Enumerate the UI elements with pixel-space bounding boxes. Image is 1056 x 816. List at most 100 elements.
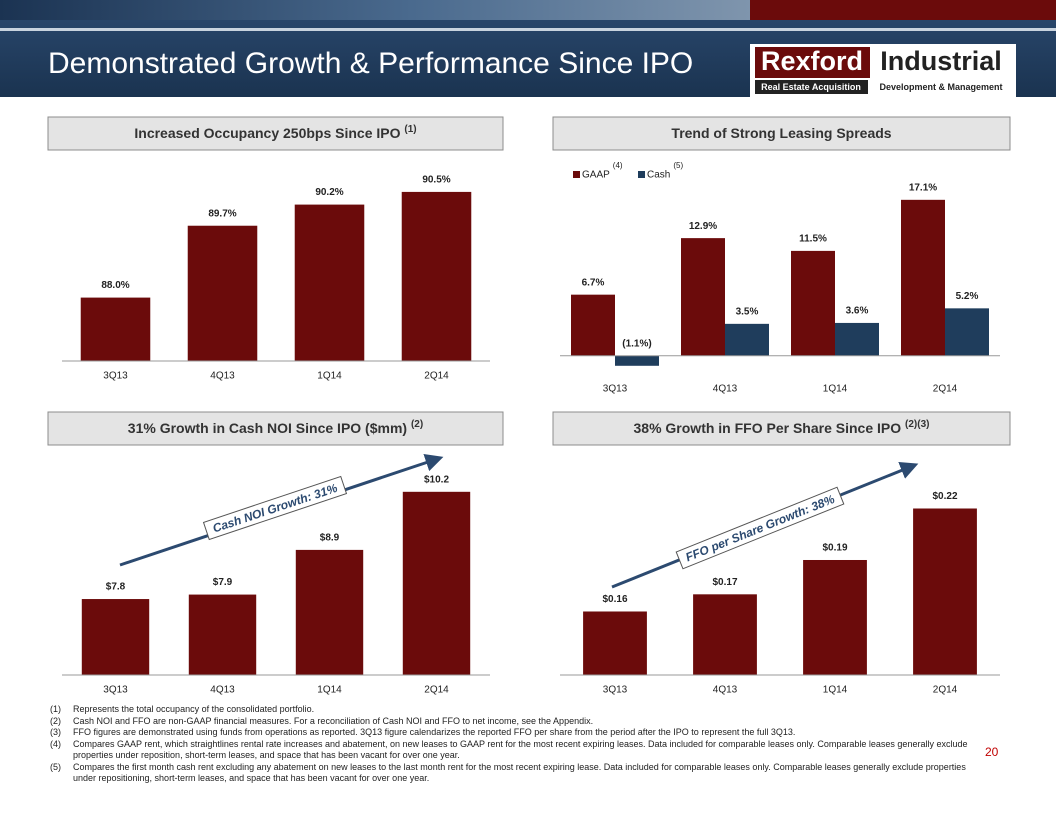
annotation-text: Cash NOI Growth: 31% [211,481,340,536]
annotation-text: FFO per Share Growth: 38% [684,492,837,565]
value-label: (1.1%) [622,338,651,349]
bar [791,250,835,356]
x-tick-label: 3Q13 [103,685,128,696]
panel-title-text: Trend of Strong Leasing Spreads [671,125,891,141]
x-tick-label: 4Q13 [210,685,235,696]
logo-tag-right: Development & Management [879,82,1002,92]
x-tick-label: 3Q13 [603,384,628,395]
bar [571,294,615,356]
bar [835,322,879,356]
logo: Rexford Industrial Real Estate Acquisiti… [750,44,1016,97]
bar [187,225,258,361]
bar [583,611,647,675]
x-tick-label: 1Q14 [823,384,848,395]
legend-swatch [638,171,645,178]
bar [725,323,769,356]
annotation-box [202,475,348,541]
value-label: 5.2% [956,291,979,302]
value-label: $0.22 [932,491,957,502]
bar [81,599,150,675]
footnote-text: FFO figures are demonstrated using funds… [73,727,796,737]
header-band-red [750,0,1056,20]
x-tick-label: 3Q13 [103,371,128,382]
bar [294,204,365,361]
bar [80,297,151,361]
header-band [0,0,750,20]
value-label: 6.7% [582,277,605,288]
x-tick-label: 2Q14 [424,371,449,382]
panel-title-box [47,411,504,446]
legend-swatch [573,171,580,178]
panel-title-box [552,411,1011,446]
footnote-number: (3) [50,727,61,737]
x-tick-label: 3Q13 [603,685,628,696]
bar [901,199,945,356]
bar [401,191,472,361]
bar [402,491,471,675]
panel-title-text: 38% Growth in FFO Per Share Since IPO [634,420,902,436]
footnote-text: Represents the total occupancy of the co… [73,704,315,714]
logo-box [755,47,870,78]
page-number: 20 [985,745,999,759]
x-tick-label: 4Q13 [210,371,235,382]
x-tick-label: 1Q14 [823,685,848,696]
legend-note: (5) [673,161,683,170]
bar [945,308,989,356]
logo-tag-left: Real Estate Acquisition [761,82,861,92]
legend-note: (4) [613,161,623,170]
value-label: 88.0% [101,280,129,291]
legend-label: Cash [647,170,670,181]
panel-title-note: (1) [404,124,416,135]
value-label: $0.16 [602,594,627,605]
footnote-number: (1) [50,704,61,714]
panel-title-box [552,116,1011,151]
footnote-text: Compares GAAP rent, which straightlines … [73,738,968,761]
logo-brand-left: Rexford [761,46,863,76]
footnote-text: Cash NOI and FFO are non-GAAP financial … [73,715,594,726]
panel-title: 31% Growth in Cash NOI Since IPO ($mm) (… [128,419,423,436]
value-label: 89.7% [208,208,236,219]
bar [295,549,364,675]
panel-title: 38% Growth in FFO Per Share Since IPO (2… [634,419,930,436]
logo-tag-box [755,80,868,94]
value-label: 11.5% [799,234,827,245]
bar [693,594,757,675]
bar [188,594,257,675]
slide-graphics: Demonstrated Growth & Performance Since … [0,0,1056,696]
value-label: 90.2% [315,187,343,198]
footnote: (1) Represents the total occupancy of the… [50,704,970,716]
bar [681,238,725,356]
footnote: (5) Compares the first month cash rent ex… [50,762,970,785]
footnotes: (1) Represents the total occupancy of the… [50,704,970,785]
x-tick-label: 4Q13 [713,384,738,395]
bar [615,355,659,366]
value-label: $10.2 [424,474,449,485]
value-label: 12.9% [689,221,717,232]
panel-title: Trend of Strong Leasing Spreads [671,125,891,141]
bar [803,559,867,675]
footnote: (2) Cash NOI and FFO are non-GAAP financi… [50,716,970,728]
footnote: (4) Compares GAAP rent, which straightlin… [50,739,970,762]
legend-label: GAAP [582,170,610,181]
footnote-text: Compares the first month cash rent exclu… [73,761,966,784]
bar [913,508,977,675]
panel-title-text: Increased Occupancy 250bps Since IPO [134,125,400,141]
value-label: 17.1% [909,182,937,193]
value-label: 3.6% [846,306,869,317]
value-label: 90.5% [422,175,450,186]
footnote-number: (4) [50,738,61,749]
value-label: $8.9 [320,533,340,544]
footnote-number: (2) [50,715,61,726]
value-label: 3.5% [736,306,759,317]
annotation: Cash NOI Growth: 31% [202,475,348,541]
x-tick-label: 2Q14 [933,685,958,696]
panel-title-text: 31% Growth in Cash NOI Since IPO ($mm) [128,420,407,436]
footnote-number: (5) [50,761,61,772]
header-rule [0,28,1056,31]
slide-title: Demonstrated Growth & Performance Since … [48,47,693,80]
x-tick-label: 1Q14 [317,685,342,696]
panel-title-box [47,116,504,151]
x-tick-label: 1Q14 [317,371,342,382]
panel-title-note: (2)(3) [905,419,929,430]
